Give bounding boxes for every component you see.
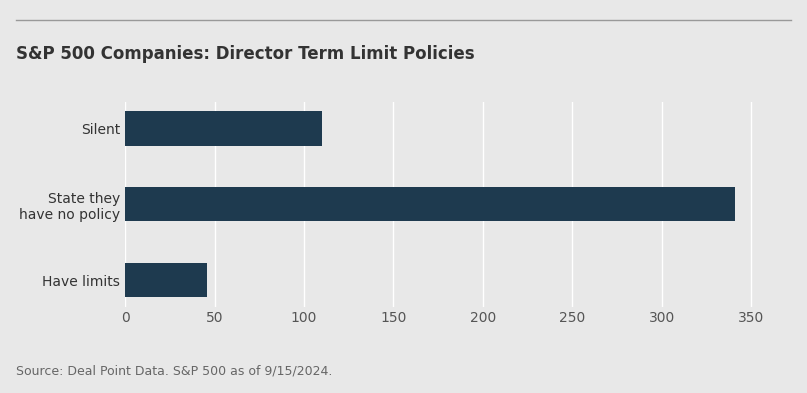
Bar xyxy=(125,112,322,145)
Text: Source: Deal Point Data. S&P 500 as of 9/15/2024.: Source: Deal Point Data. S&P 500 as of 9… xyxy=(16,364,332,377)
Bar xyxy=(125,263,207,297)
Bar xyxy=(125,187,735,221)
Text: S&P 500 Companies: Director Term Limit Policies: S&P 500 Companies: Director Term Limit P… xyxy=(16,45,475,63)
